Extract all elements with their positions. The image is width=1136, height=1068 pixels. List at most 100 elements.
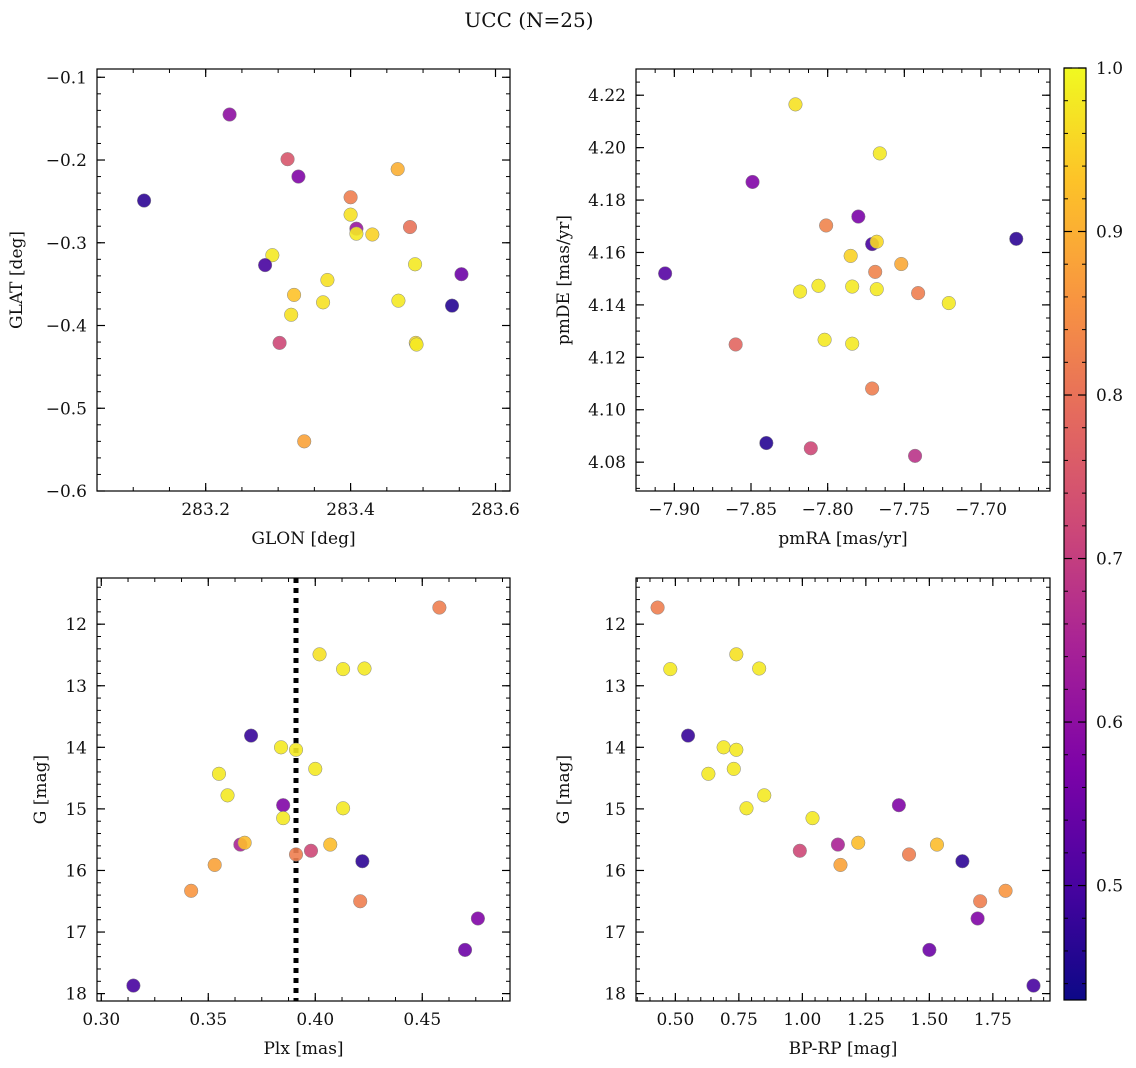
data-point <box>222 107 237 122</box>
data-point <box>288 742 304 757</box>
data-point <box>701 766 716 781</box>
data-point <box>280 152 295 167</box>
data-point <box>237 835 252 850</box>
y-tick-label: 18 <box>604 985 626 1005</box>
data-point <box>357 661 372 676</box>
data-point <box>970 911 985 926</box>
x-axis-label: BP-RP [mag] <box>789 1039 898 1059</box>
panel-glon-glat: 283.2 283.4 283.6 −0.1 −0.2 −0.3 −0.4 −0.5 −0.6 G… <box>7 68 520 549</box>
y-tick-label: 14 <box>65 738 87 758</box>
data-point <box>729 742 744 757</box>
x-axis-label: Plx [mas] <box>263 1039 343 1059</box>
data-point <box>355 854 370 869</box>
x-tick-label: 0.40 <box>296 1010 334 1030</box>
data-point <box>869 282 884 297</box>
data-point <box>792 843 807 858</box>
y-tick-label: 16 <box>604 861 626 881</box>
data-point <box>1009 231 1024 246</box>
data-point <box>845 279 860 294</box>
data-point <box>470 911 485 926</box>
y-tick-label: 4.14 <box>588 296 626 316</box>
data-point <box>955 854 970 869</box>
colorbar-gradient <box>1063 67 1087 1001</box>
data-point <box>891 798 906 813</box>
x-tick-label: 1.25 <box>847 1010 885 1030</box>
data-point <box>220 788 235 803</box>
data-point <box>336 662 351 677</box>
panel-bprp-g: 0.50 0.75 1.00 1.25 1.50 1.75 12 13 14 15 16 17 18 BP… <box>554 577 1051 1059</box>
data-point <box>739 801 754 816</box>
colorbar-tick-label: 0.9 <box>1096 223 1123 243</box>
y-tick-label: 12 <box>604 615 626 635</box>
x-tick-label: 0.50 <box>656 1010 694 1030</box>
data-point <box>408 257 423 272</box>
data-point <box>390 162 405 177</box>
panel-pmra-pmde: −7.90 −7.85 −7.80 −7.75 −7.70 4.22 4.20 4.18 4.1… <box>554 68 1051 549</box>
data-point <box>365 227 380 242</box>
data-point <box>922 942 937 957</box>
plot-frame <box>635 68 1051 492</box>
y-tick-label: 14 <box>604 738 626 758</box>
x-tick-label: −7.80 <box>802 500 854 520</box>
y-tick-label: −0.4 <box>46 317 87 337</box>
data-point <box>458 942 473 957</box>
x-tick-label: 0.30 <box>82 1010 120 1030</box>
data-point <box>759 435 774 451</box>
x-tick-label: 283.6 <box>471 500 520 520</box>
data-point <box>303 843 319 858</box>
plot-frame <box>96 577 511 1002</box>
data-point <box>391 293 406 308</box>
data-point <box>745 174 760 190</box>
y-tick-label: −0.3 <box>46 234 87 254</box>
colorbar-tick-label: 0.7 <box>1096 550 1123 570</box>
x-tick-label: 1.00 <box>783 1010 821 1030</box>
data-point <box>941 296 956 311</box>
data-point <box>803 441 818 456</box>
data-point <box>265 248 280 263</box>
data-point <box>211 766 227 781</box>
data-point <box>851 209 866 224</box>
data-point <box>291 169 306 184</box>
data-point <box>207 857 222 872</box>
data-point <box>788 97 803 112</box>
y-tick-label: −0.2 <box>46 151 87 171</box>
data-point <box>843 248 858 263</box>
data-point <box>276 798 291 813</box>
y-axis-label: pmDE [mas/yr] <box>554 215 574 345</box>
y-axis-label: GLAT [deg] <box>7 231 27 329</box>
data-point <box>805 811 820 826</box>
data-point <box>851 835 866 850</box>
data-point <box>454 267 469 282</box>
x-tick-label: 0.45 <box>403 1010 441 1030</box>
data-point <box>126 978 141 993</box>
data-point <box>273 740 289 755</box>
colorbar-tick-label: 0.6 <box>1096 713 1123 733</box>
data-point <box>716 740 731 755</box>
data-point <box>444 298 460 313</box>
data-point <box>650 600 665 615</box>
x-tick-label: 0.35 <box>189 1010 227 1030</box>
y-tick-label: −0.6 <box>46 482 87 502</box>
data-point <box>343 190 358 205</box>
panels: 283.2 283.4 283.6 −0.1 −0.2 −0.3 −0.4 −0.5 −0.6 G… <box>7 68 1051 1059</box>
colorbar: 0.5 0.6 0.7 0.8 0.9 1.0 <box>1063 59 1123 1001</box>
data-point <box>811 278 826 293</box>
colorbar-tick-label: 0.8 <box>1096 386 1123 406</box>
y-tick-label: 16 <box>65 861 87 881</box>
data-point <box>409 337 424 352</box>
colorbar-tick-label: 0.5 <box>1096 877 1123 897</box>
y-tick-label: 4.12 <box>588 348 626 368</box>
data-point <box>432 600 447 615</box>
data-point <box>998 883 1013 898</box>
x-tick-label: 283.4 <box>326 500 375 520</box>
data-point <box>845 336 860 351</box>
data-point <box>316 295 331 310</box>
data-point <box>284 307 299 322</box>
data-point <box>349 226 364 241</box>
y-tick-label: 4.08 <box>588 453 626 473</box>
x-axis-label: pmRA [mas/yr] <box>778 529 907 549</box>
data-point <box>830 837 845 852</box>
x-tick-label: −7.90 <box>648 500 700 520</box>
data-point <box>312 647 327 662</box>
data-point <box>729 647 744 662</box>
